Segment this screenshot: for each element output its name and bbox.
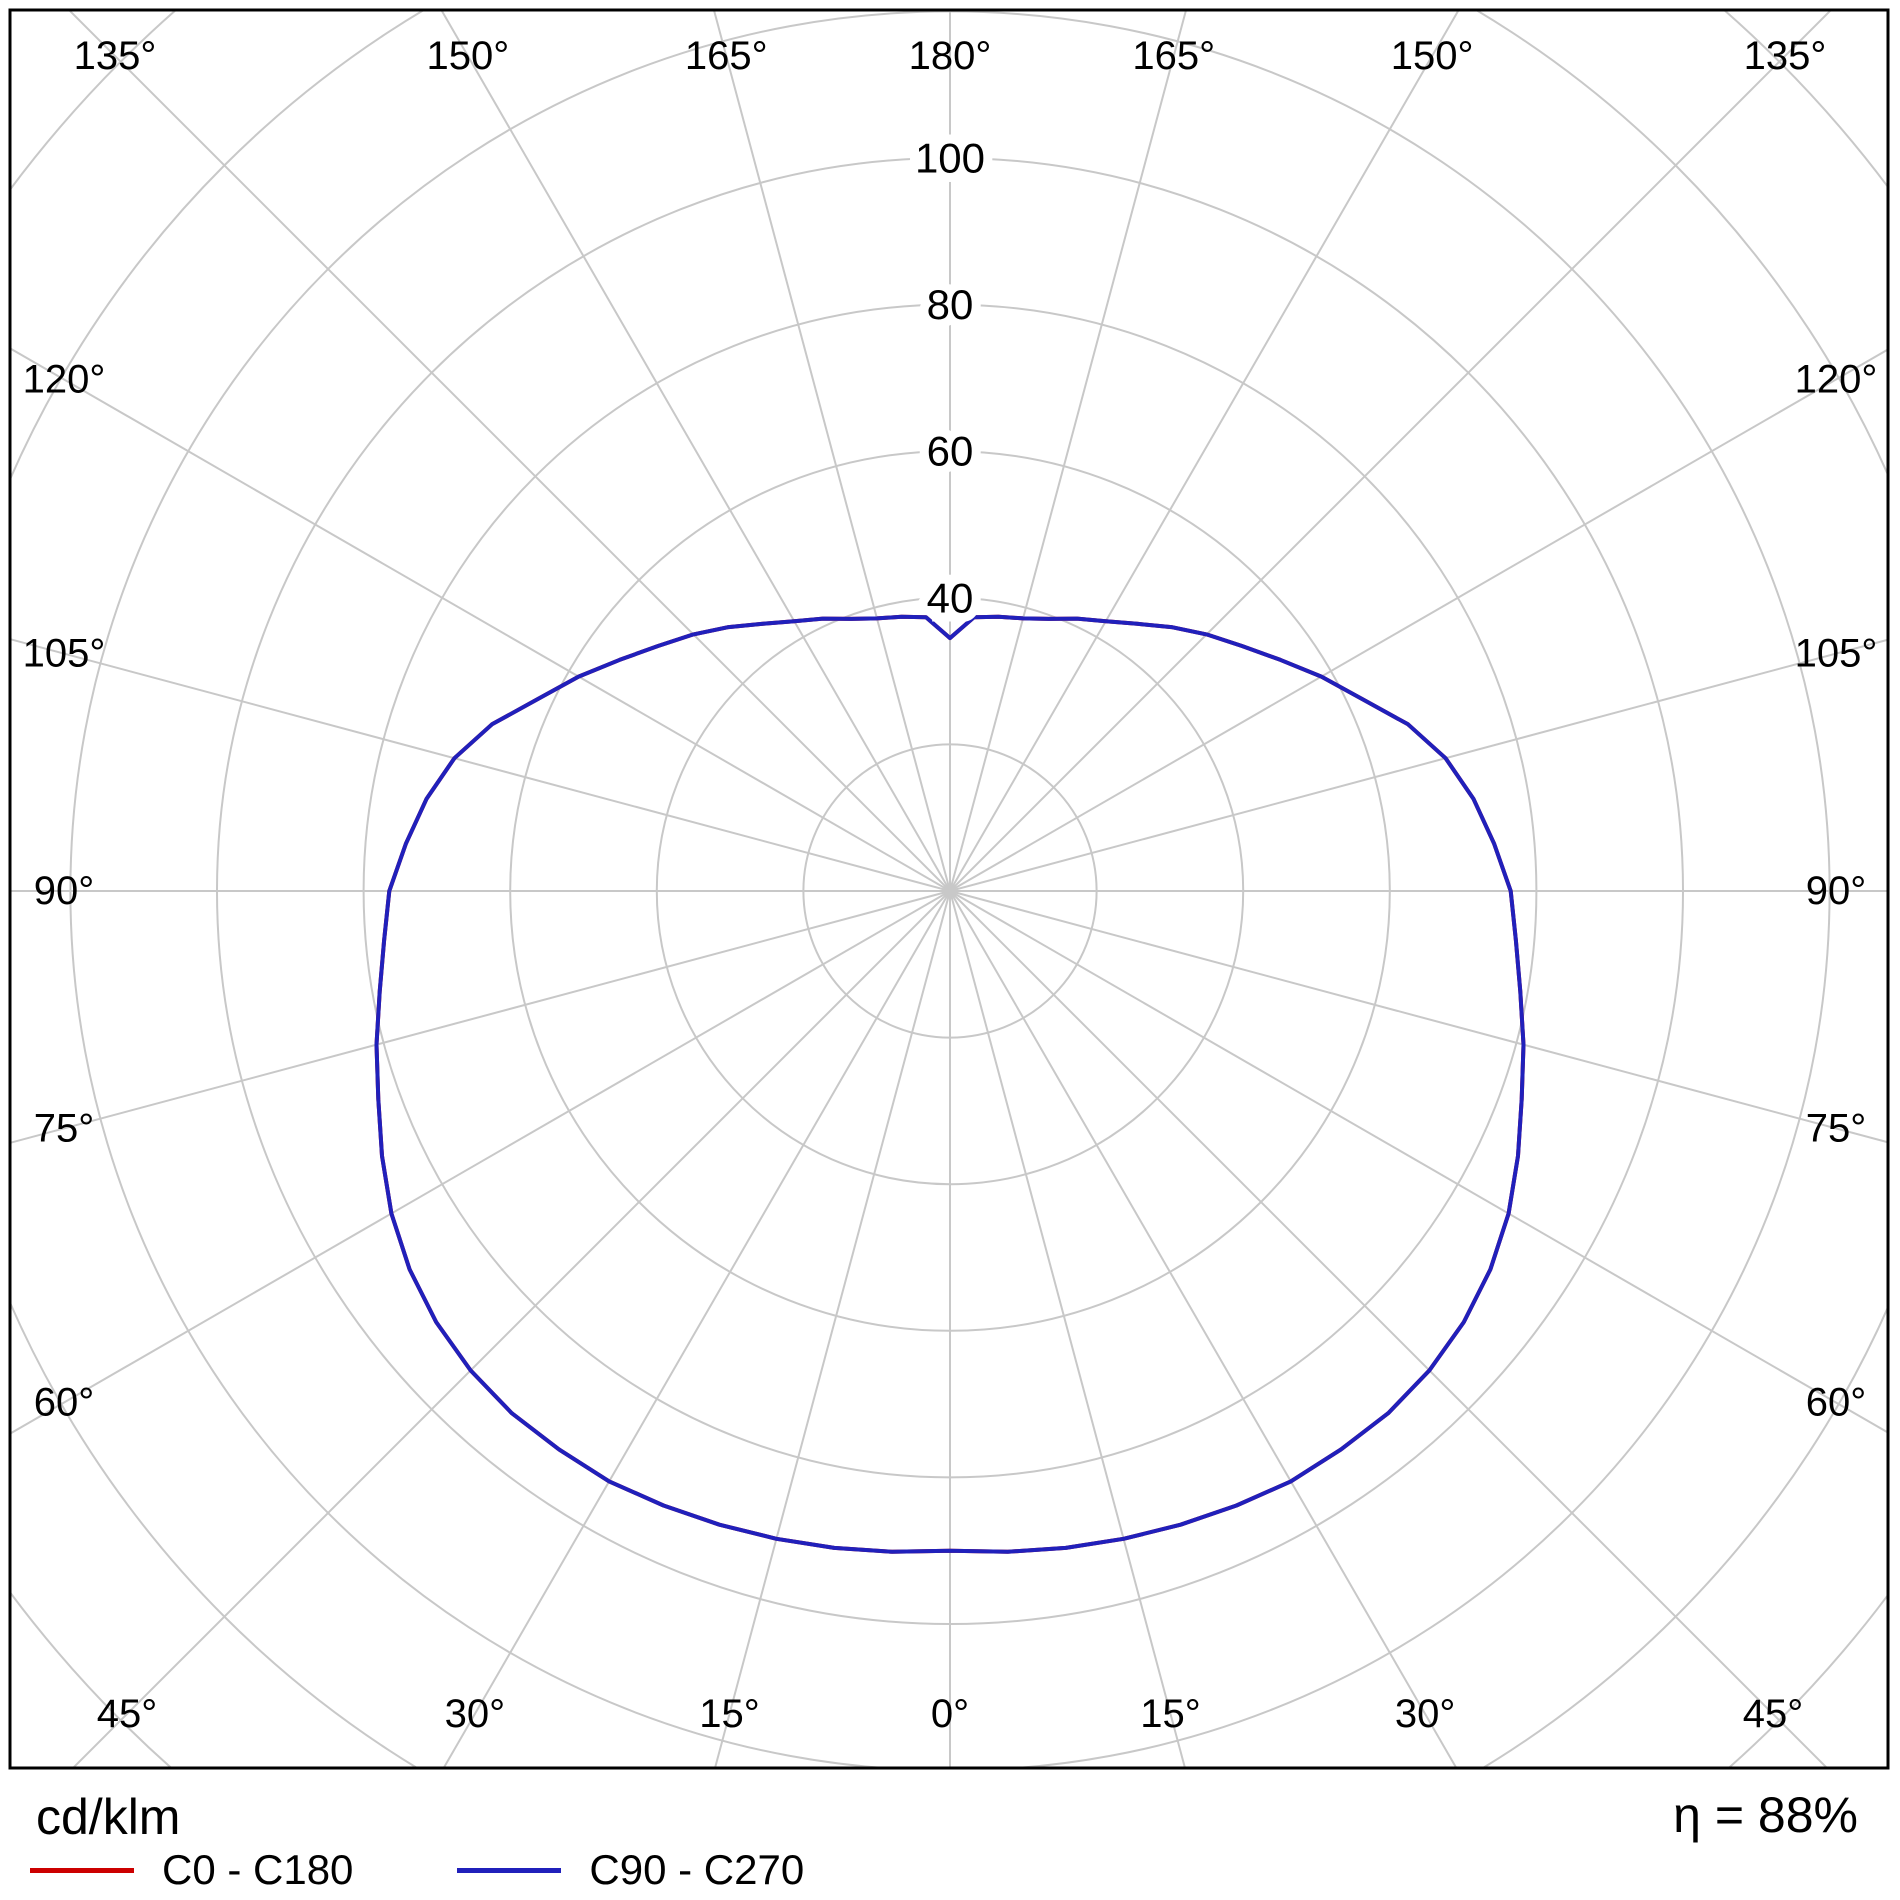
legend-swatch-red-line — [30, 1867, 134, 1873]
grid-radial-line — [71, 890, 951, 1768]
angle-label: 30° — [445, 1692, 506, 1736]
grid-radial-line — [442, 890, 951, 1768]
grid-radial-line — [10, 890, 951, 1435]
angle-label: 90° — [1806, 869, 1867, 913]
grid-radial-line — [949, 890, 1458, 1768]
grid-radial-line — [67, 10, 951, 892]
angle-label: 180° — [909, 34, 992, 78]
grid-radial-line — [949, 348, 1888, 892]
angle-label: 135° — [74, 34, 157, 78]
chart-legend: C0 - C180 C90 - C270 — [30, 1846, 804, 1894]
angle-label: 105° — [23, 632, 106, 676]
grid-radial-line — [10, 890, 951, 1144]
grid-radial-line — [949, 10, 1188, 892]
grid-radial-line — [949, 10, 1833, 892]
angle-label: 165° — [685, 34, 768, 78]
grid-radial-line — [712, 10, 951, 892]
ring-value-label: 100 — [915, 135, 985, 182]
angle-label: 60° — [34, 1381, 95, 1425]
legend-item-c0-c180: C0 - C180 — [30, 1846, 353, 1894]
grid-radial-line — [440, 10, 951, 892]
angle-label: 45° — [97, 1692, 158, 1736]
ring-value-label: 80 — [927, 281, 974, 328]
angle-label: 120° — [23, 357, 106, 401]
grid-radial-line — [949, 638, 1888, 892]
grid-radial-line — [949, 10, 1460, 892]
series-curves — [374, 614, 1526, 1554]
grid-radial-line — [10, 347, 951, 892]
ring-value-label: 40 — [927, 574, 974, 621]
efficiency-label: η = 88% — [1673, 1787, 1858, 1843]
angle-label: 30° — [1395, 1692, 1456, 1736]
angle-label: 15° — [699, 1692, 760, 1736]
angle-label: 75° — [1806, 1106, 1867, 1150]
legend-label: C0 - C180 — [162, 1846, 354, 1893]
angle-label: 135° — [1744, 34, 1827, 78]
angle-label: 45° — [1743, 1692, 1804, 1736]
angle-label: 150° — [427, 34, 510, 78]
grid-radial-line — [949, 890, 1888, 1434]
plot-frame — [8, 8, 1890, 1770]
unit-label: cd/klm — [36, 1789, 181, 1845]
angle-label: 0° — [931, 1692, 969, 1736]
ring-value-label: 60 — [927, 428, 974, 475]
angle-label: 120° — [1795, 357, 1878, 401]
angle-label: 165° — [1132, 34, 1215, 78]
angle-label: 105° — [1795, 632, 1878, 676]
angle-label: 150° — [1391, 34, 1474, 78]
angle-label: 90° — [34, 869, 95, 913]
grid-radial-line — [949, 890, 1888, 1144]
legend-swatch-blue-line — [457, 1867, 562, 1873]
angle-label: 60° — [1806, 1381, 1867, 1425]
grid-radial-line — [949, 890, 1829, 1768]
grid-radial-line — [949, 890, 1187, 1768]
grid-radial-line — [10, 638, 951, 892]
legend-item-c90-c270: C90 - C270 — [457, 1846, 804, 1894]
angle-label: 15° — [1140, 1692, 1201, 1736]
legend-label: C90 - C270 — [589, 1846, 805, 1893]
grid-radial-line — [713, 890, 951, 1768]
series-curve-c90-c270 — [374, 614, 1526, 1554]
angle-label: 75° — [34, 1106, 95, 1150]
